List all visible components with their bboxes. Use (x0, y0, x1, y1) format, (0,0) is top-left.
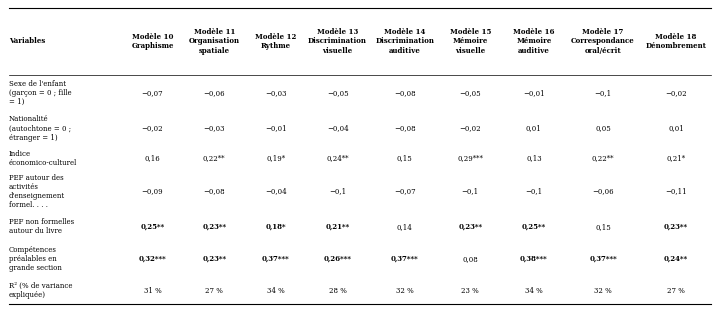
Text: −0,07: −0,07 (142, 89, 163, 97)
Text: Nationalité
(autochtone = 0 ;
étranger = 1): Nationalité (autochtone = 0 ; étranger =… (9, 115, 71, 142)
Text: 0,23**: 0,23** (664, 223, 688, 231)
Text: −0,01: −0,01 (523, 89, 544, 97)
Text: 32 %: 32 % (594, 287, 612, 295)
Text: −0,08: −0,08 (203, 188, 225, 195)
Text: −0,04: −0,04 (327, 124, 348, 132)
Text: 27 %: 27 % (667, 287, 685, 295)
Text: 0,25**: 0,25** (522, 223, 546, 231)
Text: −0,03: −0,03 (204, 124, 225, 132)
Text: PEF non formelles
autour du livre: PEF non formelles autour du livre (9, 218, 73, 235)
Text: 34 %: 34 % (267, 287, 284, 295)
Text: −0,1: −0,1 (462, 188, 479, 195)
Text: Indice
économico-culturel: Indice économico-culturel (9, 150, 77, 167)
Text: Modèle 11
Organisation
spatiale: Modèle 11 Organisation spatiale (189, 28, 240, 55)
Text: −0,06: −0,06 (593, 188, 614, 195)
Text: R² (% de variance
expliquée): R² (% de variance expliquée) (9, 282, 72, 299)
Text: Modèle 17
Correspondance
oral/écrit: Modèle 17 Correspondance oral/écrit (571, 28, 635, 55)
Text: −0,05: −0,05 (459, 89, 481, 97)
Text: −0,07: −0,07 (394, 188, 415, 195)
Text: −0,04: −0,04 (265, 188, 287, 195)
Text: −0,08: −0,08 (394, 124, 415, 132)
Text: −0,08: −0,08 (394, 89, 415, 97)
Text: 0,29***: 0,29*** (457, 154, 483, 162)
Text: −0,05: −0,05 (327, 89, 348, 97)
Text: 0,37***: 0,37*** (589, 255, 617, 263)
Text: −0,1: −0,1 (595, 89, 611, 97)
Text: 0,23**: 0,23** (458, 223, 482, 231)
Text: 0,16: 0,16 (145, 154, 161, 162)
Text: 0,32***: 0,32*** (139, 255, 166, 263)
Text: Compétences
préalables en
grande section: Compétences préalables en grande section (9, 246, 61, 272)
Text: −0,1: −0,1 (526, 188, 542, 195)
Text: Modèle 14
Discrimination
auditive: Modèle 14 Discrimination auditive (375, 28, 434, 55)
Text: 0,15: 0,15 (397, 154, 413, 162)
Text: −0,11: −0,11 (665, 188, 687, 195)
Text: Modèle 15
Mémoire
visuelle: Modèle 15 Mémoire visuelle (449, 28, 491, 55)
Text: Sexe de l'enfant
(garçon = 0 ; fille
= 1): Sexe de l'enfant (garçon = 0 ; fille = 1… (9, 80, 71, 106)
Text: 0,22**: 0,22** (592, 154, 614, 162)
Text: 0,23**: 0,23** (202, 223, 226, 231)
Text: Modèle 13
Discrimination
visuelle: Modèle 13 Discrimination visuelle (308, 28, 367, 55)
Text: −0,02: −0,02 (459, 124, 481, 132)
Text: 0,26***: 0,26*** (323, 255, 351, 263)
Text: Variables: Variables (9, 37, 45, 46)
Text: 27 %: 27 % (205, 287, 223, 295)
Text: 0,21*: 0,21* (666, 154, 685, 162)
Text: 32 %: 32 % (396, 287, 414, 295)
Text: 0,38***: 0,38*** (520, 255, 548, 263)
Text: 0,14: 0,14 (397, 223, 413, 231)
Text: −0,03: −0,03 (265, 89, 287, 97)
Text: −0,01: −0,01 (265, 124, 287, 132)
Text: PEF autour des
activités
d'enseignement
formel. . . .: PEF autour des activités d'enseignement … (9, 173, 65, 209)
Text: 0,18*: 0,18* (266, 223, 286, 231)
Text: 0,37***: 0,37*** (391, 255, 419, 263)
Text: Modèle 18
Dénombrement: Modèle 18 Dénombrement (645, 33, 706, 50)
Text: 0,24**: 0,24** (664, 255, 688, 263)
Text: Modèle 12
Rythme: Modèle 12 Rythme (255, 33, 297, 50)
Text: 0,08: 0,08 (462, 255, 478, 263)
Text: 0,24**: 0,24** (326, 154, 348, 162)
Text: −0,02: −0,02 (665, 89, 687, 97)
Text: 0,01: 0,01 (526, 124, 541, 132)
Text: 0,15: 0,15 (595, 223, 611, 231)
Text: Modèle 10
Graphisme: Modèle 10 Graphisme (131, 33, 174, 50)
Text: 0,25**: 0,25** (140, 223, 165, 231)
Text: −0,09: −0,09 (142, 188, 163, 195)
Text: 0,19*: 0,19* (266, 154, 285, 162)
Text: 0,37***: 0,37*** (262, 255, 289, 263)
Text: 0,01: 0,01 (668, 124, 684, 132)
Text: 34 %: 34 % (525, 287, 543, 295)
Text: 0,13: 0,13 (526, 154, 541, 162)
Text: 23 %: 23 % (462, 287, 480, 295)
Text: 0,21**: 0,21** (325, 223, 350, 231)
Text: −0,1: −0,1 (329, 188, 346, 195)
Text: 28 %: 28 % (328, 287, 346, 295)
Text: 31 %: 31 % (143, 287, 161, 295)
Text: −0,02: −0,02 (142, 124, 163, 132)
Text: 0,22**: 0,22** (203, 154, 225, 162)
Text: 0,23**: 0,23** (202, 255, 226, 263)
Text: Modèle 16
Mémoire
auditive: Modèle 16 Mémoire auditive (513, 28, 554, 55)
Text: −0,06: −0,06 (203, 89, 225, 97)
Text: 0,05: 0,05 (595, 124, 611, 132)
